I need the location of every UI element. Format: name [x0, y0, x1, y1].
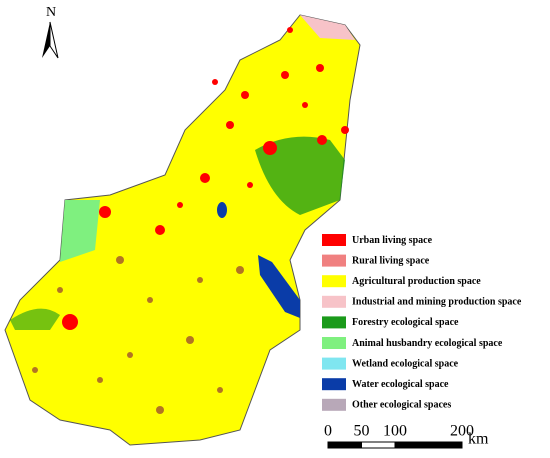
legend-swatch — [322, 295, 346, 308]
legend-label: Industrial and mining production space — [352, 297, 522, 308]
region — [4, 14, 361, 446]
scale-segment — [394, 441, 463, 449]
scale-label: 100 — [383, 423, 407, 440]
legend-swatch — [322, 316, 346, 329]
legend-label: Urban living space — [352, 235, 433, 246]
legend-label: Rural living space — [352, 255, 430, 266]
legend-label: Other ecological spaces — [352, 400, 451, 411]
scale-label: 50 — [354, 423, 370, 440]
legend: Urban living space Rural living space Agri… — [322, 234, 522, 411]
legend-swatch — [322, 234, 346, 246]
legend-swatch — [322, 254, 346, 267]
legend-swatch — [322, 275, 346, 288]
legend-swatch — [322, 378, 346, 391]
scale-segment — [327, 441, 362, 449]
legend-label: Forestry ecological space — [352, 317, 459, 328]
north-label: N — [46, 5, 56, 20]
legend-label: Animal husbandry ecological space — [352, 338, 503, 349]
legend-label: Agricultural production space — [352, 276, 481, 287]
legend-label: Water ecological space — [352, 379, 449, 390]
legend-swatch — [322, 337, 346, 349]
legend-swatch — [322, 357, 346, 370]
scale-segment — [361, 441, 396, 449]
north-arrow: N — [42, 5, 59, 59]
scale-label: 0 — [324, 423, 332, 440]
scale-label: 200 — [450, 423, 474, 440]
legend-label: Wetland ecological space — [352, 358, 459, 369]
legend-swatch — [322, 398, 346, 411]
scale-unit: km — [468, 431, 489, 448]
